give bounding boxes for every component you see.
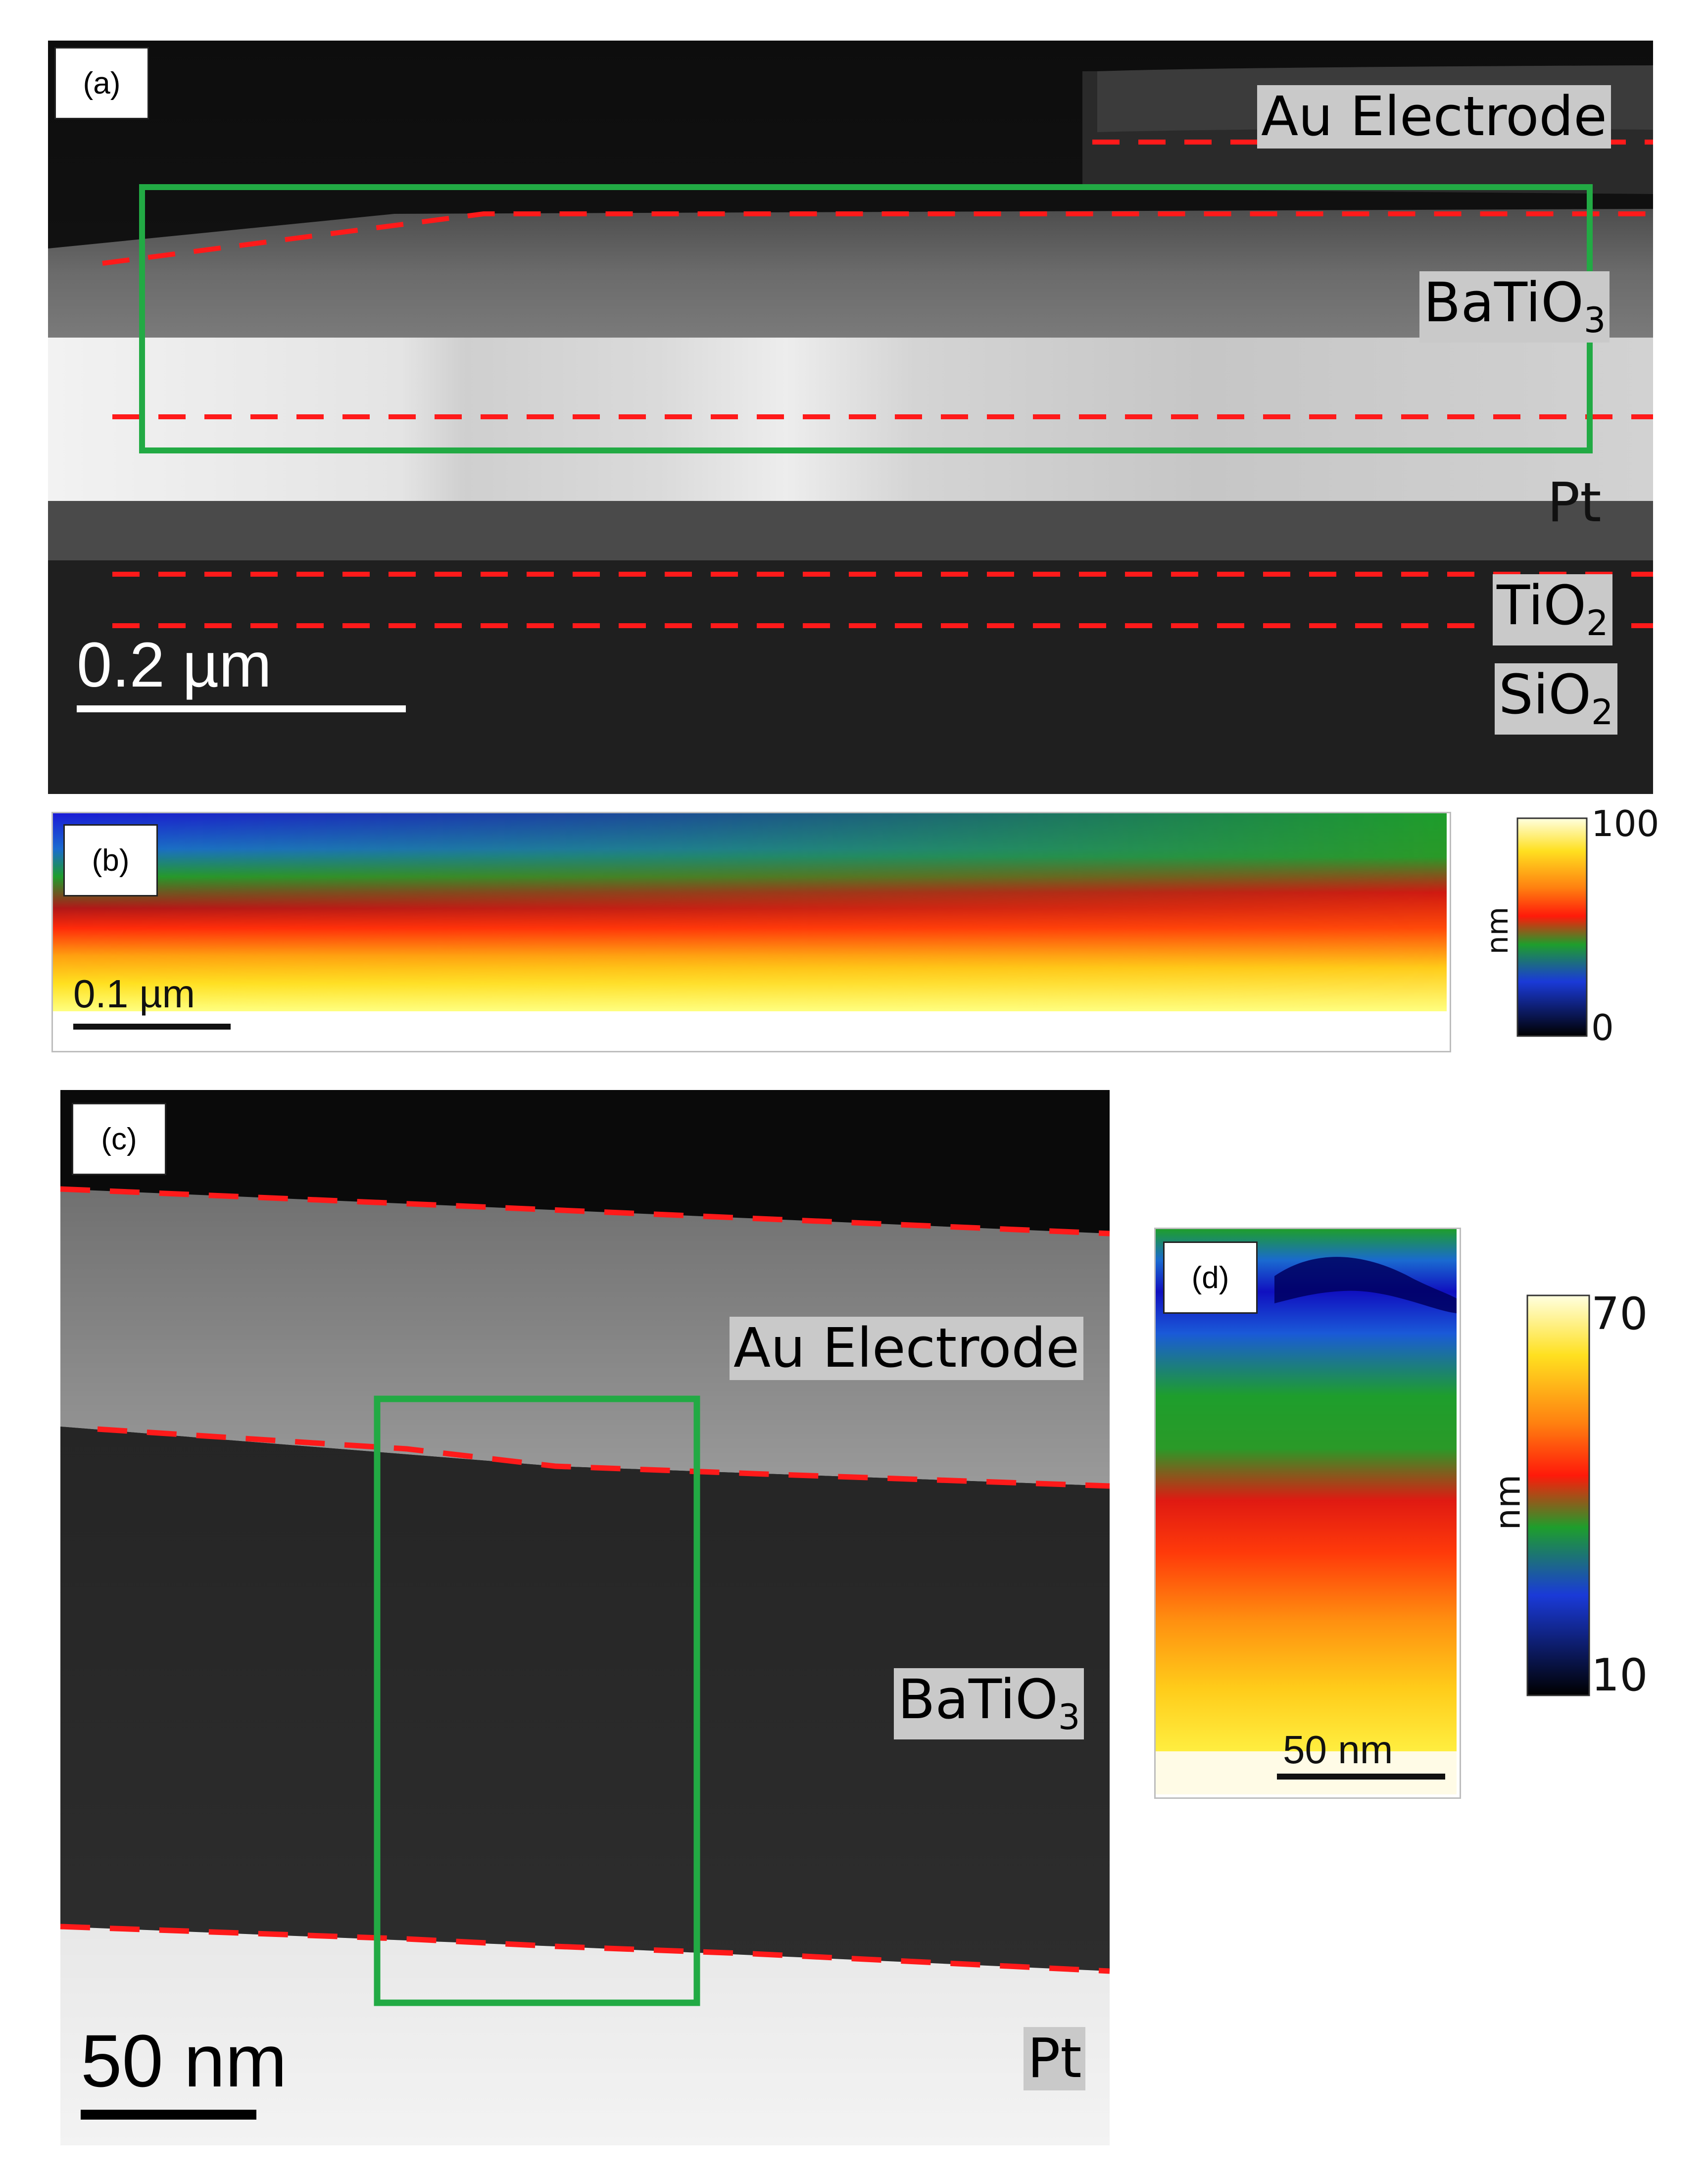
- panel-b-map: [53, 813, 1447, 1011]
- boundary-c-bto-pt: [60, 1924, 1110, 1974]
- colorbar-b: [1516, 817, 1588, 1037]
- label-batio3-c: BaTiO3: [894, 1668, 1084, 1739]
- colorbar-b-unit: nm: [1480, 906, 1515, 955]
- panel-b-tag: (b): [63, 824, 158, 896]
- panel-c-boundaries: [60, 1186, 1110, 1974]
- scale-text-c: 50 nm: [81, 2019, 287, 2102]
- panel-d-tag: (d): [1163, 1241, 1258, 1314]
- scale-bar-b: [73, 1024, 231, 1030]
- scale-text-b: 0.1 µm: [73, 972, 195, 1016]
- panel-d-map: [1156, 1229, 1457, 1751]
- colorbar-d-min: 10: [1591, 1649, 1648, 1701]
- panel-c-roi-box: [374, 1395, 700, 2006]
- label-pt-a: Pt: [1547, 471, 1602, 534]
- scale-bar-c: [81, 2110, 256, 2120]
- scale-text-a: 0.2 µm: [77, 630, 272, 700]
- colorbar-d-max: 70: [1591, 1288, 1648, 1340]
- panel-c-image: [60, 1090, 1110, 2145]
- panel-c-tag: (c): [72, 1103, 166, 1175]
- scale-bar-a: [77, 705, 406, 712]
- boundary-c-au-top: [60, 1186, 1110, 1237]
- panel-d-map-bottom: [1156, 1751, 1457, 1794]
- colorbar-d: [1526, 1294, 1590, 1696]
- colorbar-b-min: 0: [1591, 1007, 1614, 1048]
- label-batio3-a: BaTiO3: [1419, 271, 1610, 343]
- label-tio2-a: TiO2: [1493, 574, 1612, 645]
- label-au-electrode-c: Au Electrode: [730, 1317, 1083, 1380]
- panel-a-image: [48, 41, 1653, 794]
- panel-a-tag: (a): [54, 47, 149, 119]
- scale-text-d: 50 nm: [1283, 1728, 1393, 1772]
- label-au-electrode-a: Au Electrode: [1257, 85, 1611, 149]
- label-pt-c: Pt: [1024, 2027, 1086, 2090]
- scale-bar-d: [1277, 1774, 1445, 1780]
- boundary-c-au-bto: [97, 1426, 1110, 1489]
- panel-a-roi-box: [139, 184, 1593, 453]
- label-sio2-a: SiO2: [1495, 663, 1617, 735]
- boundary-au-bto: [102, 211, 1653, 266]
- colorbar-d-unit: nm: [1487, 1474, 1528, 1531]
- colorbar-b-max: 100: [1591, 803, 1659, 844]
